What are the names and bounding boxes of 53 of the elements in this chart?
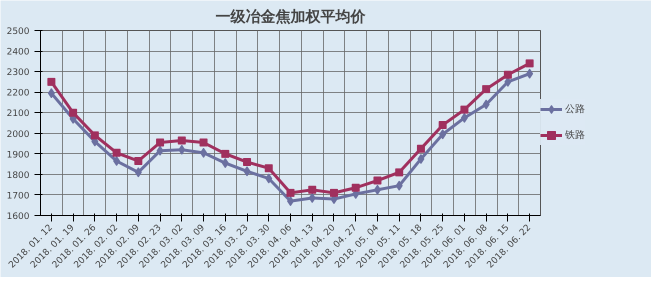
point <box>330 188 338 197</box>
y-tick-label: 2200 <box>6 88 30 99</box>
point <box>374 184 381 195</box>
point <box>69 108 78 117</box>
y-tick-label: 2500 <box>6 27 30 37</box>
point <box>264 164 273 172</box>
point <box>308 193 316 204</box>
legend-label: 铁路 <box>565 129 585 142</box>
y-tick-label: 2100 <box>6 109 30 120</box>
point <box>112 148 121 157</box>
point <box>113 156 120 166</box>
point <box>178 144 186 155</box>
point <box>265 174 272 184</box>
point <box>156 146 164 156</box>
point <box>243 158 252 166</box>
point <box>504 70 512 79</box>
point <box>460 106 468 114</box>
y-tick-label: 1700 <box>6 191 30 202</box>
point <box>417 154 424 164</box>
point <box>47 78 56 86</box>
chart-title: 一级冶金焦加权平均价 <box>216 8 366 26</box>
point <box>200 148 208 158</box>
point <box>438 121 447 130</box>
y-tick-label: 1800 <box>6 170 30 181</box>
point <box>134 167 142 178</box>
legend-label: 公路 <box>565 103 585 116</box>
point <box>221 150 230 158</box>
point <box>156 138 164 147</box>
point <box>526 59 534 68</box>
point <box>308 186 316 194</box>
y-tick-label: 1600 <box>6 212 30 222</box>
point <box>482 85 490 94</box>
point <box>90 131 99 140</box>
point <box>222 158 229 168</box>
point <box>352 184 360 192</box>
point <box>134 157 142 166</box>
point <box>286 188 294 197</box>
y-tick-label: 2000 <box>6 130 30 140</box>
y-tick-label: 2300 <box>6 68 30 78</box>
point <box>200 138 208 147</box>
point <box>244 166 251 176</box>
point <box>526 68 534 79</box>
point <box>373 176 382 185</box>
point <box>460 112 468 123</box>
point <box>178 136 186 144</box>
point <box>416 144 425 153</box>
y-tick-label: 2400 <box>6 48 30 58</box>
y-tick-label: 1900 <box>6 150 30 160</box>
point <box>439 129 446 140</box>
point <box>396 180 403 191</box>
point <box>482 100 490 110</box>
point <box>395 168 404 176</box>
point <box>48 88 55 98</box>
